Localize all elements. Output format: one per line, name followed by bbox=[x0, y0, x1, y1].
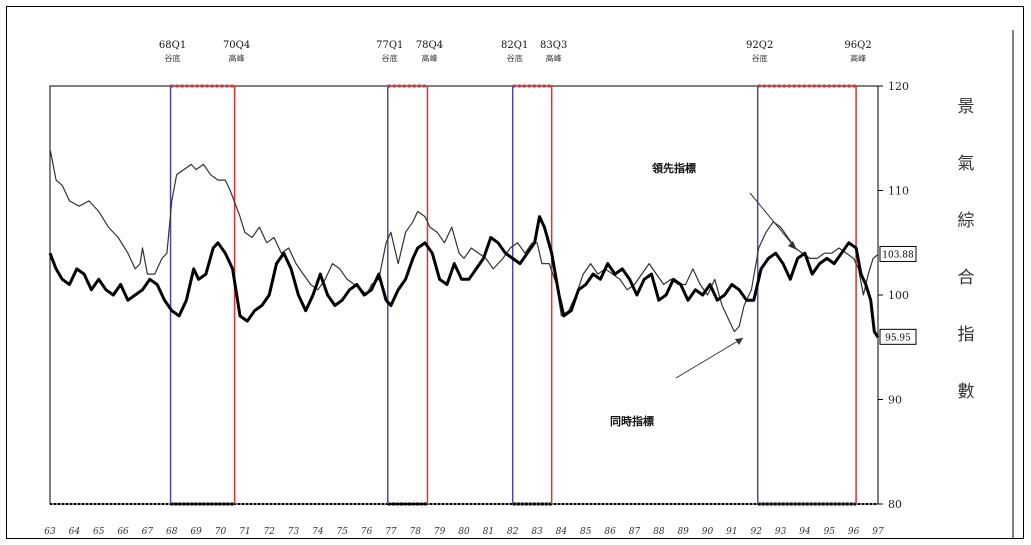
series-annotations: 領先指標 同時指標 bbox=[610, 161, 798, 428]
phase-type-label: 高峰 bbox=[546, 53, 562, 63]
series-line-1 bbox=[48, 215, 880, 339]
x-tick-label: 64 bbox=[69, 527, 81, 537]
x-tick-label: 90 bbox=[702, 527, 714, 537]
cycle-phases: 68Q1 谷底 70Q4 高峰 77Q1 谷底 78Q4 高峰 82Q1 谷底 83Q3 高峰 92Q2… bbox=[159, 40, 872, 506]
x-tick-label: 74 bbox=[312, 527, 324, 537]
phase-date-label: 70Q4 bbox=[223, 40, 250, 51]
x-tick-label: 96 bbox=[848, 527, 860, 537]
phase-date-label: 82Q1 bbox=[501, 40, 528, 51]
x-tick-label: 78 bbox=[410, 527, 422, 537]
y-axis-label-char: 指 bbox=[958, 325, 975, 345]
x-tick-label: 66 bbox=[117, 527, 129, 537]
x-tick-label: 71 bbox=[239, 527, 250, 537]
x-axis: 63 64 65 66 67 68 69 70 71 72 73 74 75 76 77 78 79 80 81 82… bbox=[44, 527, 884, 537]
x-tick-label: 81 bbox=[483, 527, 494, 537]
x-tick-label: 97 bbox=[872, 527, 884, 537]
x-tick-label: 94 bbox=[799, 527, 811, 537]
x-tick-label: 70 bbox=[215, 527, 227, 537]
chart-frame bbox=[6, 6, 1024, 539]
phase-type-label: 谷底 bbox=[752, 53, 768, 63]
x-tick-label: 69 bbox=[190, 527, 202, 537]
x-tick-label: 75 bbox=[337, 527, 349, 537]
leading-index-arrowhead bbox=[788, 241, 797, 250]
phase-type-label: 高峰 bbox=[421, 53, 437, 63]
x-tick-label: 89 bbox=[677, 527, 689, 537]
phase-type-label: 高峰 bbox=[850, 53, 866, 63]
x-tick-label: 87 bbox=[629, 527, 641, 537]
end-value-box bbox=[879, 328, 917, 345]
phase-date-label: 68Q1 bbox=[159, 40, 186, 51]
end-value-label: 95.95 bbox=[885, 333, 911, 343]
x-tick-label: 85 bbox=[580, 527, 592, 537]
x-tick-label: 77 bbox=[385, 527, 397, 537]
y-tick-label: 80 bbox=[888, 498, 902, 511]
x-tick-label: 93 bbox=[775, 527, 787, 537]
x-tick-label: 67 bbox=[142, 527, 154, 537]
phase-date-label: 83Q3 bbox=[540, 40, 567, 51]
x-tick-label: 92 bbox=[751, 527, 763, 537]
x-tick-label: 88 bbox=[653, 527, 665, 537]
x-tick-label: 72 bbox=[263, 527, 275, 537]
series-line-0 bbox=[49, 148, 879, 333]
phase-date-label: 96Q2 bbox=[844, 40, 871, 51]
x-tick-label: 95 bbox=[824, 527, 836, 537]
leading-index-label: 領先指標 bbox=[651, 161, 696, 175]
phase-type-label: 谷底 bbox=[507, 53, 523, 63]
end-value-box bbox=[879, 245, 917, 262]
coincident-index-label: 同時指標 bbox=[610, 414, 654, 428]
coincident-index-arrow bbox=[675, 337, 744, 379]
x-tick-label: 65 bbox=[93, 527, 105, 537]
x-tick-label: 80 bbox=[458, 527, 470, 537]
phase-date-label: 92Q2 bbox=[746, 40, 773, 51]
y-axis: 80 90 100 110 120 bbox=[878, 80, 909, 511]
phase-type-label: 谷底 bbox=[165, 53, 181, 63]
y-axis-label-char: 景 bbox=[958, 97, 975, 117]
x-tick-label: 83 bbox=[531, 527, 543, 537]
x-tick-label: 73 bbox=[288, 527, 300, 537]
x-tick-label: 86 bbox=[604, 527, 616, 537]
x-tick-label: 82 bbox=[507, 527, 519, 537]
end-value-label: 103.88 bbox=[882, 250, 914, 260]
x-tick-label: 68 bbox=[166, 527, 178, 537]
y-tick-label: 100 bbox=[888, 289, 909, 302]
y-axis-label-char: 氣 bbox=[958, 154, 975, 174]
x-tick-label: 76 bbox=[361, 527, 373, 537]
y-tick-label: 120 bbox=[888, 80, 909, 93]
phase-type-label: 谷底 bbox=[382, 53, 398, 63]
phase-type-label: 高峰 bbox=[229, 53, 245, 63]
y-axis-label-char: 數 bbox=[958, 382, 975, 402]
x-tick-label: 91 bbox=[726, 527, 737, 537]
x-tick-label: 63 bbox=[44, 527, 56, 537]
leading-index-arrow bbox=[749, 192, 798, 251]
y-tick-label: 110 bbox=[888, 185, 909, 198]
phase-date-label: 78Q4 bbox=[416, 40, 443, 51]
x-tick-label: 84 bbox=[556, 527, 568, 537]
series-layer: 103.88 95.95 bbox=[48, 148, 917, 345]
phase-date-label: 77Q1 bbox=[376, 40, 403, 51]
x-tick-label: 79 bbox=[434, 527, 446, 537]
y-tick-label: 90 bbox=[888, 394, 902, 407]
coincident-index-arrowhead bbox=[735, 338, 743, 345]
y-axis-label-char: 合 bbox=[958, 268, 975, 288]
y-axis-label-char: 綜 bbox=[958, 211, 975, 231]
